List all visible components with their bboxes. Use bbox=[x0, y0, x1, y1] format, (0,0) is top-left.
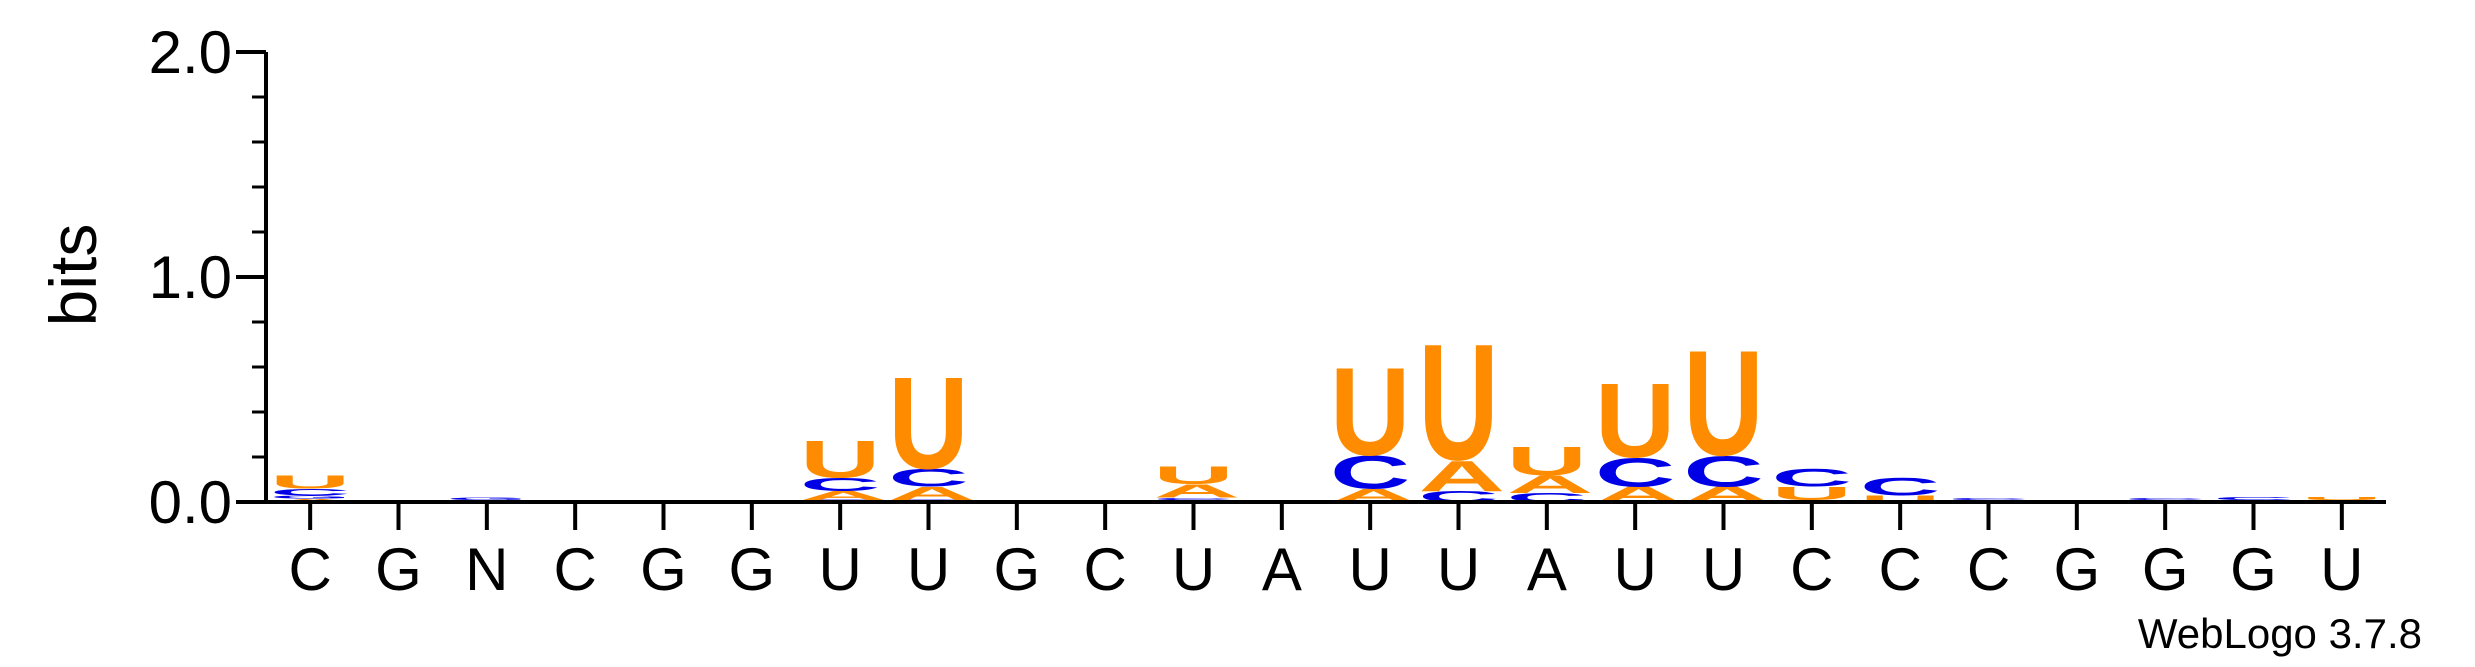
y-axis: 0.0 1.0 2.0 bbox=[149, 19, 266, 536]
x-tick-label: U bbox=[1613, 536, 1656, 603]
x-tick-label: U bbox=[1437, 536, 1480, 603]
logo-letter-u: U bbox=[888, 350, 968, 497]
x-tick-label: G bbox=[640, 536, 687, 603]
logo-letter-c: C bbox=[2125, 497, 2205, 500]
x-tick-label: C bbox=[1790, 536, 1833, 603]
logo-letter-u: U bbox=[1595, 362, 1675, 480]
y-tick-label: 0.0 bbox=[149, 469, 232, 536]
x-tick-label: C bbox=[1878, 536, 1921, 603]
logo-letter-c: C bbox=[1948, 497, 2028, 500]
x-tick-label: C bbox=[1967, 536, 2010, 603]
logo-letter-g: G bbox=[447, 497, 527, 500]
x-tick-label: G bbox=[2230, 536, 2277, 603]
y-axis-title: bits bbox=[36, 224, 110, 327]
logo-letter-u: U bbox=[800, 430, 880, 489]
x-tick-label: U bbox=[1348, 536, 1391, 603]
logo-letter-u: U bbox=[1507, 438, 1587, 484]
logo-letter-c: C bbox=[1772, 464, 1852, 492]
x-tick-label: G bbox=[728, 536, 775, 603]
x-tick-label: G bbox=[2142, 536, 2189, 603]
logo-letter-u: U bbox=[2302, 496, 2382, 501]
x-tick-label: G bbox=[375, 536, 422, 603]
x-tick-label: G bbox=[993, 536, 1040, 603]
logo-letter-c: C bbox=[1860, 473, 1940, 501]
x-tick-label: U bbox=[907, 536, 950, 603]
x-tick-label: C bbox=[553, 536, 596, 603]
x-tick-label: U bbox=[2320, 536, 2363, 603]
x-tick-label: U bbox=[1702, 536, 1745, 603]
x-tick-label: N bbox=[465, 536, 508, 603]
logo-letter-u: U bbox=[1153, 462, 1233, 490]
weblogo-credit: WebLogo 3.7.8 bbox=[2138, 610, 2422, 657]
x-tick-label: G bbox=[2053, 536, 2100, 603]
letter-stacks: AGCUCGUGACUGACUGCAUACUCAUCAUACUACUAUCUCU… bbox=[270, 309, 2389, 507]
x-tick-label: C bbox=[288, 536, 331, 603]
x-tick-label: U bbox=[1172, 536, 1215, 603]
logo-letter-u: U bbox=[1418, 309, 1498, 494]
logo-letter-u: U bbox=[270, 472, 350, 493]
x-tick-label: A bbox=[1262, 536, 1302, 603]
logo-letter-c: C bbox=[2213, 496, 2293, 501]
y-tick-label: 1.0 bbox=[149, 244, 232, 311]
logo-letter-u: U bbox=[1683, 318, 1763, 486]
x-tick-label: U bbox=[818, 536, 861, 603]
x-tick-label: C bbox=[1083, 536, 1126, 603]
logo-letter-u: U bbox=[1330, 343, 1410, 482]
y-tick-label: 2.0 bbox=[149, 19, 232, 86]
x-tick-label: A bbox=[1527, 536, 1567, 603]
